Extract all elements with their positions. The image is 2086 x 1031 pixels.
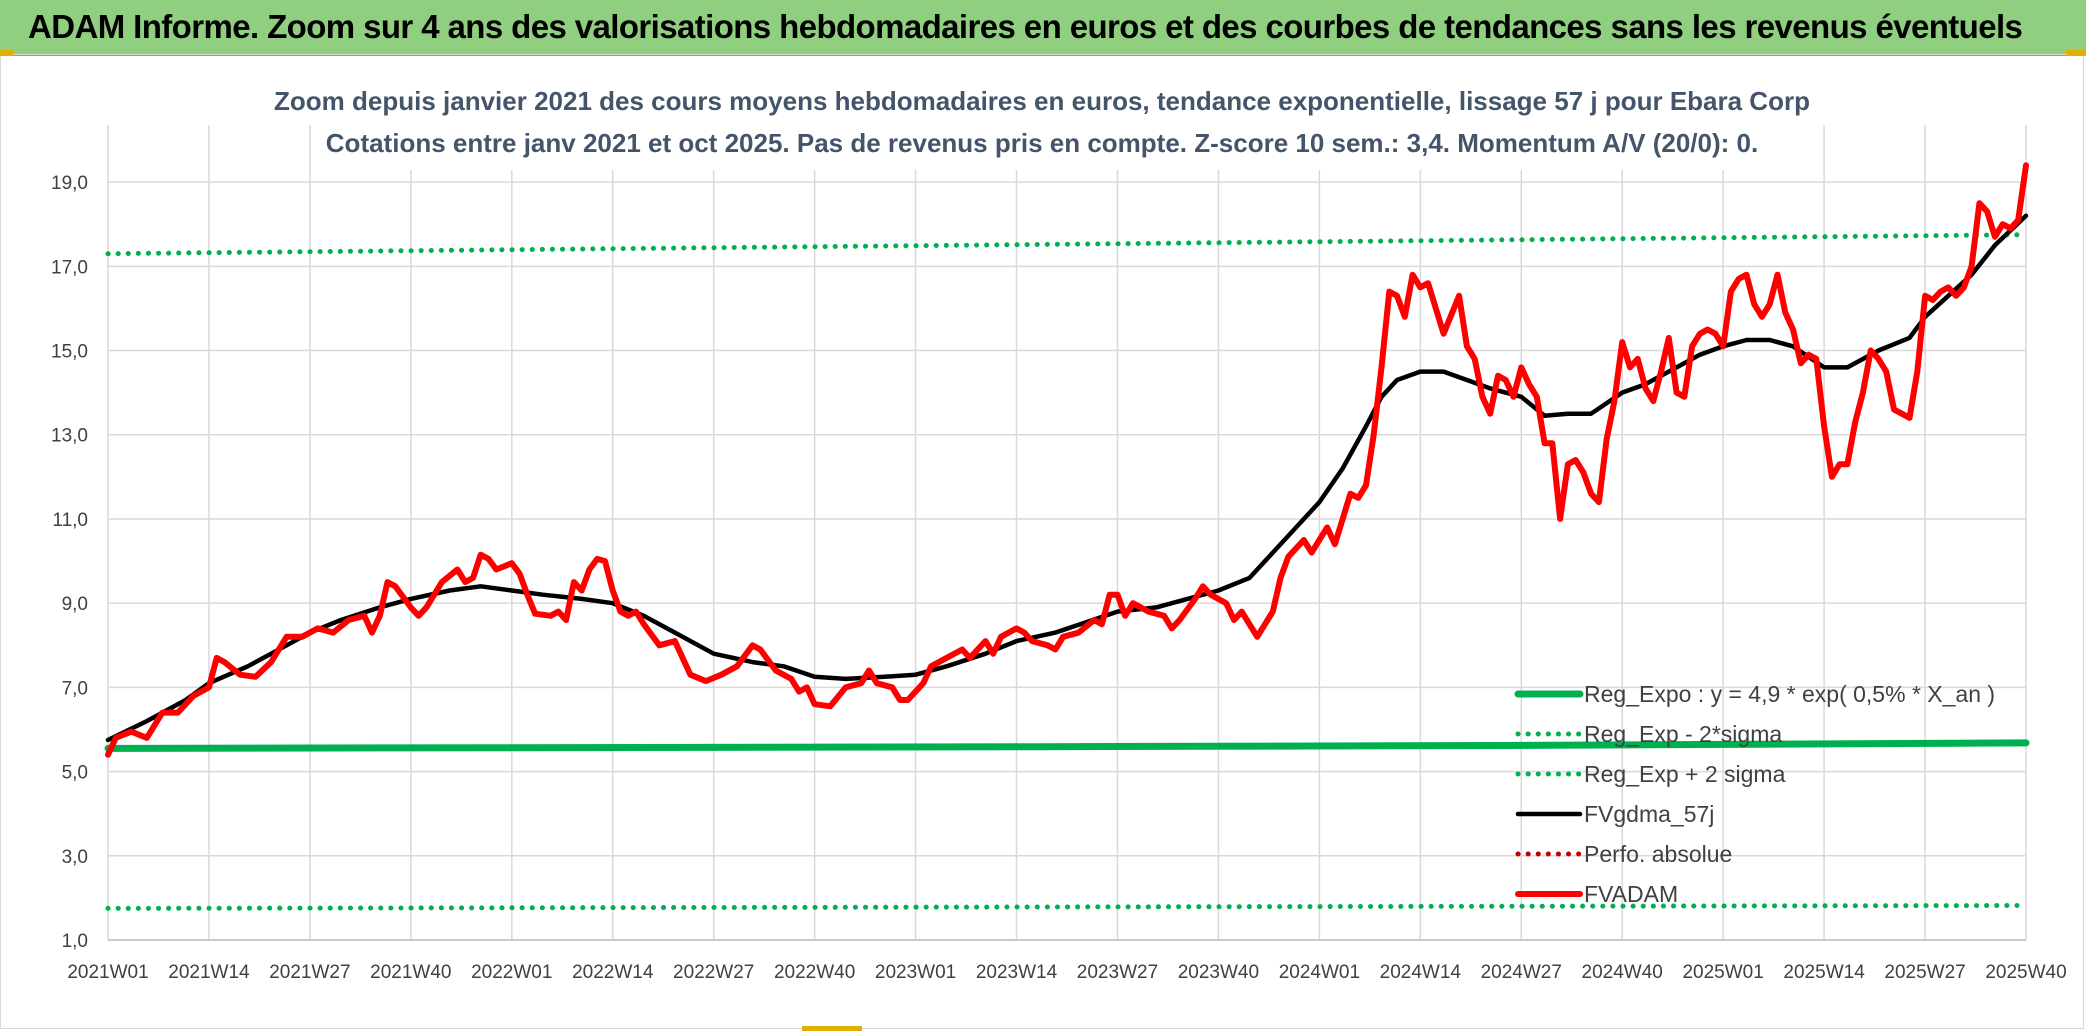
chart-frame <box>0 54 2084 1029</box>
x-tick-label: 2025W40 <box>1985 962 2066 983</box>
accent-mark-right <box>2066 50 2086 56</box>
x-tick-label: 2024W01 <box>1279 962 1360 983</box>
x-tick-label: 2025W01 <box>1682 962 1763 983</box>
x-tick-label: 2021W40 <box>370 962 451 983</box>
x-tick-label: 2023W40 <box>1178 962 1259 983</box>
accent-mark-bottom <box>802 1026 862 1031</box>
x-tick-label: 2021W01 <box>67 962 148 983</box>
y-tick-label: 15,0 <box>51 342 88 363</box>
grid <box>107 125 2027 941</box>
chart-subtitle: Cotations entre janv 2021 et oct 2025. P… <box>326 128 1758 158</box>
y-tick-label: 5,0 <box>62 763 88 784</box>
x-tick-label: 2021W27 <box>269 962 350 983</box>
legend-label: FVADAM <box>1584 881 1678 907</box>
report-title: ADAM Informe. Zoom sur 4 ans des valoris… <box>28 8 2023 45</box>
legend-label: Reg_Exp - 2*sigma <box>1584 721 1782 747</box>
y-tick-label: 9,0 <box>62 594 88 615</box>
x-tick-label: 2025W27 <box>1884 962 1965 983</box>
legend-label: Reg_Exp + 2 sigma <box>1584 761 1786 787</box>
y-tick-label: 7,0 <box>62 678 88 699</box>
x-tick-label: 2022W01 <box>471 962 552 983</box>
series-line-fvgdma-57j <box>105 213 2029 743</box>
series-line-reg-exp-2-sigma <box>105 232 2029 257</box>
y-tick-label: 11,0 <box>52 510 88 531</box>
y-tick-label: 3,0 <box>62 847 88 868</box>
header-banner: ADAM Informe. Zoom sur 4 ans des valoris… <box>0 0 2086 56</box>
series-line-reg-exp-2-sigma <box>105 903 2029 911</box>
accent-mark-left <box>0 50 14 56</box>
x-tick-label: 2023W27 <box>1077 962 1158 983</box>
y-tick-label: 1,0 <box>62 931 88 952</box>
x-tick-label: 2024W14 <box>1380 962 1462 983</box>
x-tick-label: 2023W01 <box>875 962 956 983</box>
legend-label: FVgdma_57j <box>1584 801 1714 827</box>
x-tick-label: 2024W40 <box>1582 962 1663 983</box>
legend-label: Reg_Expo : y = 4,9 * exp( 0,5% * X_an ) <box>1584 681 1995 707</box>
legend-label: Perfo. absolue <box>1584 841 1732 867</box>
y-tick-label: 13,0 <box>51 426 88 447</box>
x-tick-label: 2025W14 <box>1783 962 1865 983</box>
x-tick-label: 2022W40 <box>774 962 855 983</box>
axes: 1,0 3,0 5,0 7,0 9,0 11,0 13,0 15,0 17,0 19,0 2021W… <box>51 173 2067 983</box>
x-tick-label: 2022W14 <box>572 962 654 983</box>
series-line-fvadam <box>105 162 2029 758</box>
series-line-reg-expo-y-4-9-exp-0-5-x-an <box>104 739 2030 752</box>
x-tick-label: 2024W27 <box>1481 962 1562 983</box>
x-tick-label: 2023W14 <box>976 962 1058 983</box>
subtitle-background <box>345 80 1740 170</box>
y-tick-label: 17,0 <box>51 257 88 278</box>
y-tick-label: 19,0 <box>51 173 88 194</box>
x-tick-label: 2021W14 <box>168 962 250 983</box>
chart-title: Zoom depuis janvier 2021 des cours moyen… <box>274 86 1810 116</box>
series-layer <box>104 162 2030 911</box>
x-tick-label: 2022W27 <box>673 962 754 983</box>
legend: Reg_Expo : y = 4,9 * exp( 0,5% * X_an ) R… <box>1514 681 1995 907</box>
